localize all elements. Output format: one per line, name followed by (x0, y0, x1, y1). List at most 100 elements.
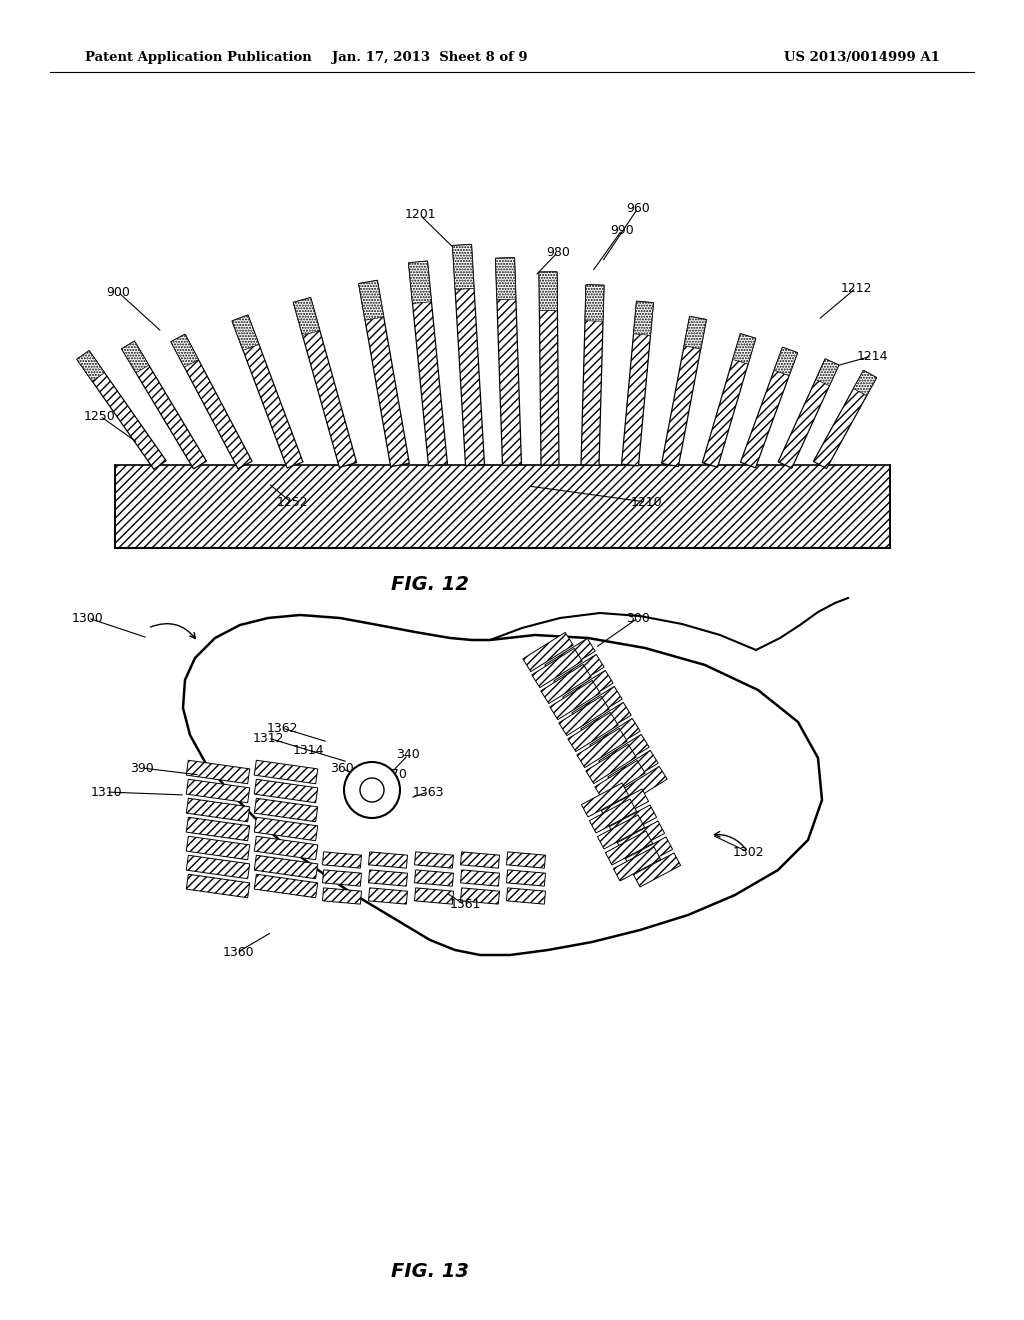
Polygon shape (601, 789, 648, 822)
Polygon shape (358, 280, 384, 321)
Polygon shape (582, 783, 629, 817)
Polygon shape (539, 272, 559, 465)
Text: 360: 360 (330, 762, 354, 775)
Polygon shape (590, 718, 640, 758)
Polygon shape (559, 697, 609, 735)
Polygon shape (254, 817, 317, 841)
Polygon shape (507, 851, 546, 869)
Polygon shape (813, 371, 877, 469)
Polygon shape (122, 341, 207, 469)
Polygon shape (369, 888, 408, 904)
Text: 1300: 1300 (72, 611, 103, 624)
Polygon shape (563, 671, 613, 710)
Polygon shape (323, 851, 361, 869)
Polygon shape (616, 767, 668, 805)
Polygon shape (369, 851, 408, 869)
Polygon shape (496, 257, 521, 466)
Polygon shape (254, 874, 317, 898)
Polygon shape (545, 639, 595, 677)
Text: 990: 990 (610, 223, 634, 236)
Text: US 2013/0014999 A1: US 2013/0014999 A1 (784, 51, 940, 65)
Text: 1312: 1312 (252, 731, 284, 744)
Text: 1302: 1302 (732, 846, 764, 858)
Polygon shape (358, 280, 410, 467)
Polygon shape (453, 244, 474, 289)
Text: 1310: 1310 (90, 785, 122, 799)
Polygon shape (171, 334, 199, 367)
Polygon shape (323, 888, 361, 904)
Polygon shape (581, 702, 631, 742)
Polygon shape (585, 285, 604, 321)
Polygon shape (622, 301, 653, 466)
Polygon shape (634, 853, 681, 887)
Polygon shape (595, 760, 645, 800)
Polygon shape (523, 632, 573, 672)
Polygon shape (507, 870, 546, 886)
Text: 1214: 1214 (856, 350, 888, 363)
Polygon shape (186, 817, 250, 841)
Polygon shape (232, 315, 303, 469)
Polygon shape (740, 347, 798, 467)
Polygon shape (293, 297, 319, 335)
Text: 1362: 1362 (266, 722, 298, 734)
Text: 390: 390 (130, 762, 154, 775)
Polygon shape (496, 257, 516, 300)
Polygon shape (816, 359, 839, 385)
Polygon shape (539, 272, 557, 310)
Polygon shape (684, 317, 707, 348)
Text: 1252: 1252 (276, 496, 308, 510)
Polygon shape (590, 799, 637, 833)
Text: 1314: 1314 (292, 743, 324, 756)
Text: 1212: 1212 (841, 281, 871, 294)
Polygon shape (254, 799, 317, 822)
Polygon shape (186, 779, 250, 803)
Text: 1210: 1210 (630, 495, 662, 508)
Polygon shape (605, 832, 652, 865)
Polygon shape (702, 334, 756, 467)
Polygon shape (608, 750, 658, 789)
Polygon shape (586, 744, 636, 784)
Polygon shape (577, 729, 627, 768)
Polygon shape (186, 799, 250, 822)
Polygon shape (415, 888, 454, 904)
Polygon shape (733, 334, 756, 364)
Text: 370: 370 (383, 768, 407, 781)
Polygon shape (453, 244, 484, 466)
Text: 900: 900 (106, 285, 130, 298)
Polygon shape (186, 760, 250, 784)
Polygon shape (597, 814, 644, 849)
Polygon shape (254, 855, 317, 879)
Polygon shape (617, 821, 665, 855)
Polygon shape (634, 301, 653, 335)
Text: 1363: 1363 (413, 785, 443, 799)
Polygon shape (323, 870, 361, 886)
Polygon shape (254, 779, 317, 803)
Polygon shape (186, 874, 250, 898)
Polygon shape (186, 855, 250, 879)
Polygon shape (183, 615, 822, 954)
Polygon shape (778, 359, 839, 469)
Text: Jan. 17, 2013  Sheet 8 of 9: Jan. 17, 2013 Sheet 8 of 9 (332, 51, 527, 65)
Polygon shape (461, 851, 500, 869)
Text: 1201: 1201 (404, 209, 436, 222)
Polygon shape (568, 713, 618, 751)
Polygon shape (254, 837, 317, 859)
Text: 300: 300 (626, 611, 650, 624)
Text: 980: 980 (546, 246, 570, 259)
Polygon shape (461, 888, 500, 904)
Polygon shape (232, 315, 259, 350)
Polygon shape (571, 686, 623, 726)
Polygon shape (186, 837, 250, 859)
Polygon shape (541, 664, 591, 704)
Polygon shape (415, 851, 454, 869)
Polygon shape (626, 837, 673, 871)
Text: FIG. 13: FIG. 13 (391, 1262, 469, 1280)
Polygon shape (77, 351, 166, 470)
Polygon shape (171, 334, 252, 469)
Polygon shape (613, 847, 660, 880)
Polygon shape (122, 341, 148, 372)
Polygon shape (409, 261, 447, 466)
Text: 1250: 1250 (84, 409, 116, 422)
Text: 1360: 1360 (222, 945, 254, 958)
Polygon shape (609, 805, 656, 840)
